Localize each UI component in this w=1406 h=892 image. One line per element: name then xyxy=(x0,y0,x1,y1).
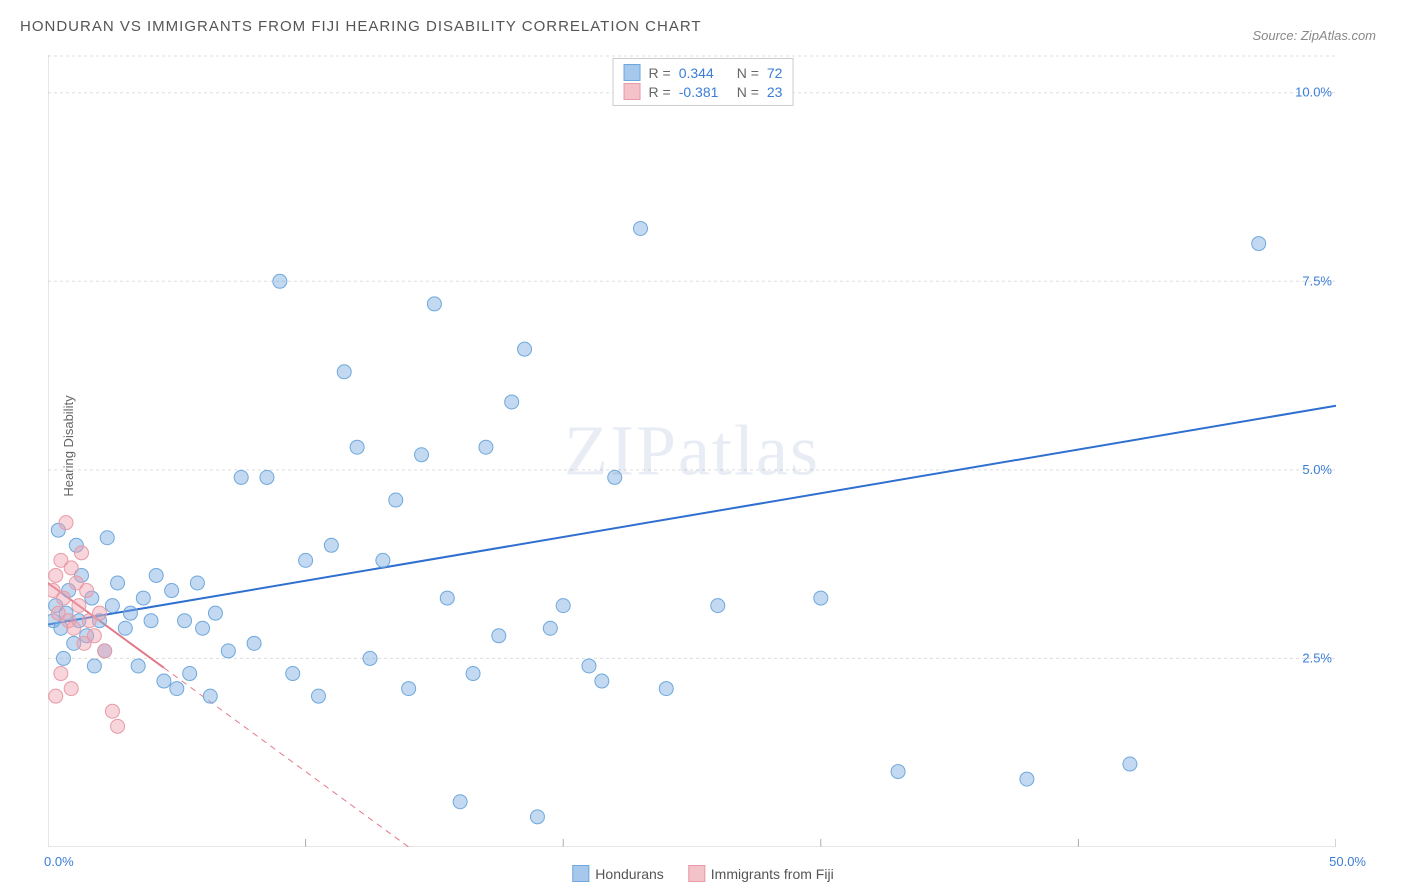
series-legend: Hondurans Immigrants from Fiji xyxy=(572,865,833,882)
series-swatch xyxy=(688,865,705,882)
svg-text:5.0%: 5.0% xyxy=(1302,462,1332,477)
series-swatch xyxy=(572,865,589,882)
svg-text:2.5%: 2.5% xyxy=(1302,650,1332,665)
r-value: -0.381 xyxy=(679,84,729,100)
series-swatch xyxy=(624,64,641,81)
n-label: N = xyxy=(737,65,759,81)
scatter-svg: 2.5% 5.0% 7.5% 10.0% xyxy=(48,55,1336,847)
n-value: 23 xyxy=(767,84,783,100)
chart-title: HONDURAN VS IMMIGRANTS FROM FIJI HEARING… xyxy=(20,18,702,35)
correlation-stats-legend: R = 0.344 N = 72 R = -0.381 N = 23 xyxy=(613,58,794,106)
source-attribution: Source: ZipAtlas.com xyxy=(1252,28,1376,43)
legend-item: Immigrants from Fiji xyxy=(688,865,834,882)
svg-text:10.0%: 10.0% xyxy=(1295,85,1332,100)
legend-label: Immigrants from Fiji xyxy=(711,866,834,882)
r-label: R = xyxy=(649,84,671,100)
n-label: N = xyxy=(737,84,759,100)
chart-plot-area: 2.5%5.0%7.5%10.0% ZIPatlas 0.0%50.0% xyxy=(48,55,1336,847)
x-tick-label-max: 50.0% xyxy=(1329,854,1366,869)
r-value: 0.344 xyxy=(679,65,729,81)
r-label: R = xyxy=(649,65,671,81)
legend-item: Hondurans xyxy=(572,865,664,882)
stats-row: R = -0.381 N = 23 xyxy=(624,82,783,101)
legend-label: Hondurans xyxy=(595,866,664,882)
stats-row: R = 0.344 N = 72 xyxy=(624,63,783,82)
svg-text:7.5%: 7.5% xyxy=(1302,273,1332,288)
x-tick-label-min: 0.0% xyxy=(44,854,74,869)
n-value: 72 xyxy=(767,65,783,81)
series-swatch xyxy=(624,83,641,100)
